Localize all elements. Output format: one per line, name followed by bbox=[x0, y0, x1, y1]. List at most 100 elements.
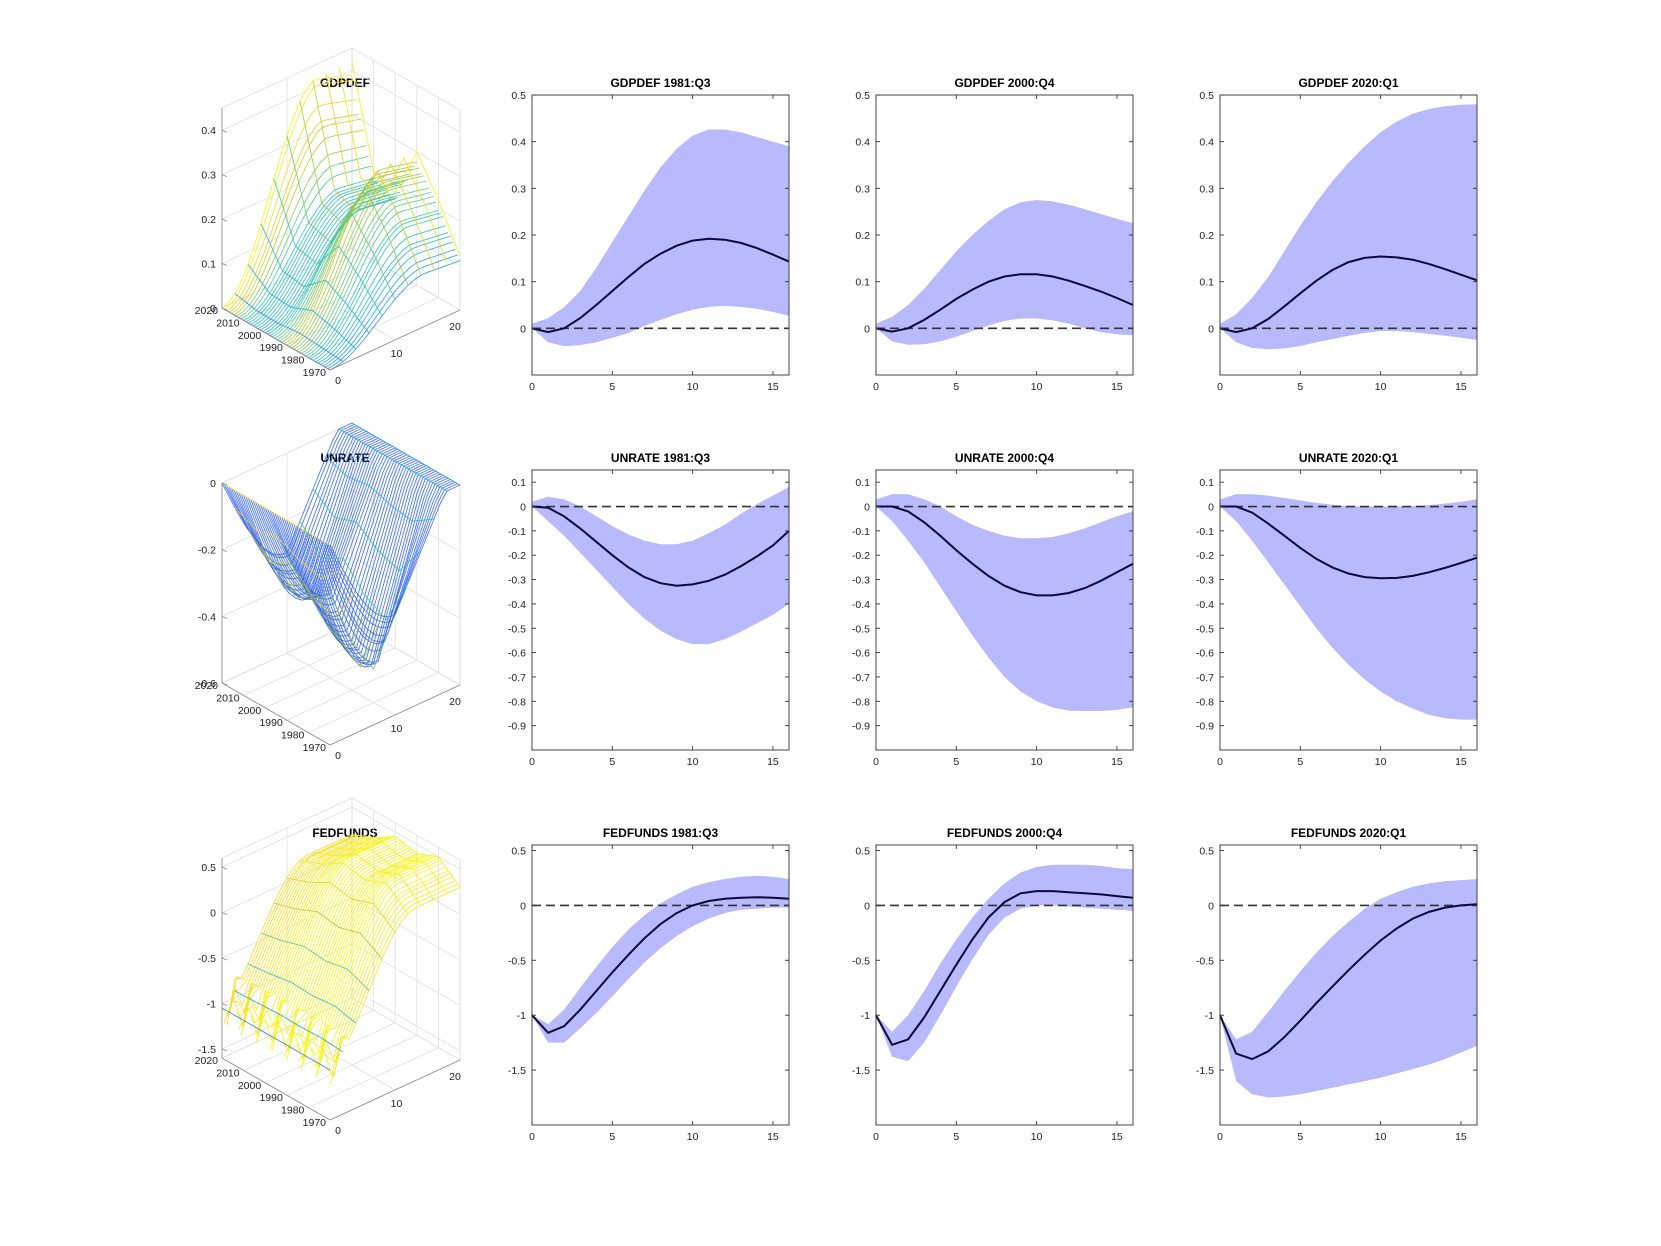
x-tick-label: 10 bbox=[687, 1131, 699, 1143]
surface-wire bbox=[293, 175, 425, 350]
horizon-tick-label: 20 bbox=[449, 696, 461, 708]
surface-wire bbox=[312, 851, 422, 906]
y-tick-label: -1.5 bbox=[1196, 1065, 1214, 1077]
y-tick-label: 0.5 bbox=[1199, 90, 1214, 102]
y-tick-label: 0 bbox=[520, 502, 526, 514]
year-tick-label: 2010 bbox=[216, 1067, 240, 1079]
z-tick-label: 0 bbox=[210, 908, 216, 920]
surface-wire bbox=[312, 216, 444, 361]
x-tick-label: 10 bbox=[1031, 381, 1043, 393]
year-tick-label: 2000 bbox=[238, 1080, 262, 1092]
z-tick-mark bbox=[221, 1048, 228, 1052]
z-tick-mark bbox=[221, 218, 228, 222]
z-tick-label: -0.4 bbox=[198, 611, 216, 623]
surface-wire bbox=[233, 129, 365, 316]
credible-band bbox=[1220, 879, 1477, 1098]
surface-wire bbox=[317, 232, 449, 364]
horizon-axis bbox=[329, 309, 461, 371]
y-tick-label: -1.5 bbox=[852, 1065, 870, 1077]
y-tick-label: 0.3 bbox=[511, 183, 526, 195]
surface-wire bbox=[221, 482, 331, 546]
year-tick-label: 1980 bbox=[281, 730, 305, 742]
year-tick-label: 1970 bbox=[303, 1117, 327, 1129]
surface-wire bbox=[322, 241, 453, 367]
panel-gdpdef-2000q4: GDPDEF 2000:Q4 0 0.1 0.2 0.3 0.4 0.5 0 5 10 15 bbox=[855, 76, 1134, 393]
x-tick-label: 0 bbox=[873, 1131, 879, 1143]
median-response-line bbox=[531, 896, 790, 1034]
x-tick-label: 0 bbox=[529, 1131, 535, 1143]
surface-wire bbox=[286, 877, 396, 933]
panel-title: GDPDEF 2000:Q4 bbox=[954, 76, 1054, 90]
y-tick-label: 0 bbox=[520, 900, 526, 912]
year-gridline bbox=[308, 847, 439, 1108]
panel-3d-gdpdef: GDPDEF00.10.20.30.4202020102000199019801… bbox=[195, 47, 461, 387]
surface-wire bbox=[223, 834, 355, 1024]
z-tick-label: 0 bbox=[210, 303, 216, 315]
horizon-tick-label: 10 bbox=[391, 348, 403, 360]
surface-wire bbox=[312, 474, 444, 663]
y-tick-label: -1.5 bbox=[508, 1065, 526, 1077]
y-tick-label: 0.5 bbox=[855, 845, 870, 857]
y-tick-label: -0.2 bbox=[508, 550, 526, 562]
credible-band bbox=[532, 487, 789, 645]
y-tick-label: 0 bbox=[1208, 323, 1214, 335]
surface-wire bbox=[338, 67, 448, 263]
x-tick-label: 5 bbox=[1297, 381, 1303, 393]
x-tick-label: 5 bbox=[609, 1131, 615, 1143]
surface-wire bbox=[226, 425, 357, 566]
surface-wire bbox=[312, 80, 422, 276]
panel-gdpdef-1981q3: GDPDEF 1981:Q3 0 0.1 0.2 0.3 0.4 0.5 0 5 10 15 bbox=[511, 76, 790, 393]
surface-wire bbox=[247, 963, 357, 1024]
y-tick-label: 0 bbox=[1208, 502, 1214, 514]
year-gridline bbox=[243, 60, 374, 321]
y-tick-label: -0.7 bbox=[852, 672, 870, 684]
median-response-line bbox=[1219, 255, 1478, 334]
y-tick-label: 0.1 bbox=[855, 277, 870, 289]
surface-wire bbox=[234, 990, 344, 1053]
plot-frame bbox=[875, 469, 1134, 751]
z-tick-label: 0.4 bbox=[201, 125, 216, 137]
horizon-tick-label: 10 bbox=[391, 723, 403, 735]
year-gridline bbox=[221, 798, 353, 1059]
y-tick-label: -0.3 bbox=[852, 575, 870, 587]
x-tick-label: 0 bbox=[529, 756, 535, 768]
year-tick-label: 2020 bbox=[195, 680, 219, 692]
year-tick-label: 1980 bbox=[281, 1105, 305, 1117]
year-gridline bbox=[265, 822, 396, 1084]
panel-title: FEDFUNDS 2020:Q1 bbox=[1291, 826, 1407, 840]
y-tick-label: 0.1 bbox=[511, 277, 526, 289]
y-tick-label: -0.5 bbox=[1196, 955, 1214, 967]
credible-band bbox=[876, 200, 1133, 345]
x-tick-label: 0 bbox=[873, 381, 879, 393]
y-tick-label: 0 bbox=[1208, 900, 1214, 912]
x-tick-label: 15 bbox=[1455, 756, 1467, 768]
y-tick-label: 0.2 bbox=[855, 230, 870, 242]
year-axis bbox=[221, 1057, 331, 1121]
panel-fedfunds-1981q3: FEDFUNDS 1981:Q3 0.5 0 -0.5 -1 -1.5 0 5 10 15 bbox=[508, 826, 790, 1143]
surface-wire bbox=[260, 223, 370, 334]
y-tick-label: -1 bbox=[1205, 1010, 1214, 1022]
x-tick-label: 5 bbox=[609, 381, 615, 393]
x-tick-label: 10 bbox=[687, 756, 699, 768]
surface-wire bbox=[221, 1007, 331, 1071]
z-tick-label: -0.6 bbox=[198, 678, 216, 690]
surface-wire bbox=[307, 857, 439, 1056]
y-tick-label: -1 bbox=[517, 1010, 526, 1022]
y-tick-label: -0.6 bbox=[508, 648, 526, 660]
y-tick-label: -0.1 bbox=[508, 526, 526, 538]
x-tick-label: 5 bbox=[953, 381, 959, 393]
year-tick-label: 2000 bbox=[238, 330, 262, 342]
surface-wire bbox=[273, 553, 383, 668]
z-tick-mark bbox=[221, 866, 228, 870]
median-response-line bbox=[531, 237, 790, 334]
y-tick-label: -0.5 bbox=[852, 623, 870, 635]
year-tick-label: 1970 bbox=[303, 367, 327, 379]
y-tick-label: -0.7 bbox=[1196, 672, 1214, 684]
surface-wire bbox=[224, 79, 355, 310]
median-response-line bbox=[1220, 505, 1478, 580]
surface-wire bbox=[338, 428, 448, 492]
panel-unrate-1981q3: UNRATE 1981:Q3 0.1 0 -0.1 -0.2 -0.3 -0.4 -0.5 -0… bbox=[508, 451, 790, 768]
x-tick-label: 15 bbox=[767, 756, 779, 768]
panel-gdpdef-2020q1: GDPDEF 2020:Q1 0 0.1 0.2 0.3 0.4 0.5 0 5 10 15 bbox=[1199, 76, 1478, 393]
